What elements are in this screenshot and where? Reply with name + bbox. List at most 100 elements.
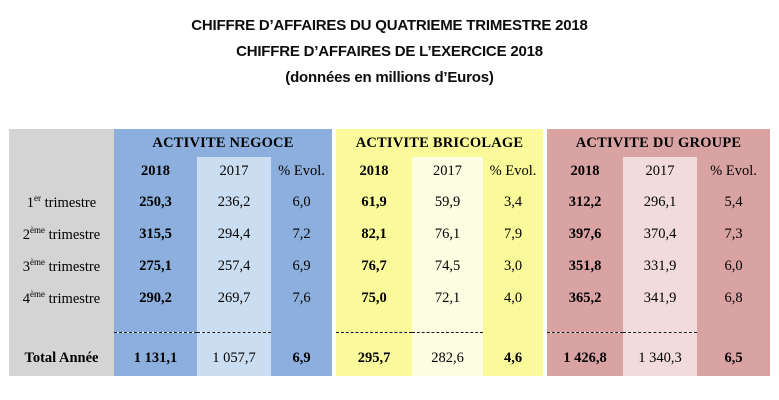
col-header-evol: % Evol. — [697, 157, 771, 186]
table-cell: 315,5 — [114, 218, 197, 250]
total-cell: 295,7 — [336, 332, 412, 376]
group-gap — [543, 250, 547, 282]
group-gap — [332, 314, 336, 332]
row-label-num: 2 — [22, 226, 31, 243]
row-label: 2ème trimestre — [9, 218, 114, 250]
table-cell: 257,4 — [197, 250, 271, 282]
table-cell: 74,5 — [412, 250, 483, 282]
table-cell: 5,4 — [697, 186, 771, 218]
table-cell: 7,9 — [483, 218, 543, 250]
table-cell: 351,8 — [547, 250, 623, 282]
table-cell: 3,0 — [483, 250, 543, 282]
col-header-2017: 2017 — [623, 157, 697, 186]
group-gap — [543, 314, 547, 332]
col-header-evol: % Evol. — [271, 157, 332, 186]
total-cell: 1 057,7 — [197, 332, 271, 376]
group-gap — [332, 218, 336, 250]
total-cell: 1 131,1 — [114, 332, 197, 376]
row-label-sup: er — [34, 192, 42, 203]
total-cell: 6,5 — [697, 332, 771, 376]
title-line-3: (données en millions d’Euros) — [285, 69, 494, 86]
table-cell: 236,2 — [197, 186, 271, 218]
total-label: Total Année — [9, 332, 114, 376]
row-label-text: trimestre — [41, 194, 97, 211]
table-cell: 6,0 — [697, 250, 771, 282]
table-cell: 4,0 — [483, 282, 543, 314]
separator-cell — [271, 314, 332, 332]
table-cell: 76,7 — [336, 250, 412, 282]
col-header-evol: % Evol. — [483, 157, 543, 186]
table-row: 4ème trimestre 290,2 269,7 7,6 75,0 72,1… — [9, 282, 771, 314]
table-cell: 290,2 — [114, 282, 197, 314]
separator-dash — [197, 314, 271, 333]
separator-dash — [412, 314, 483, 333]
col-header-2017: 2017 — [197, 157, 271, 186]
total-cell: 1 340,3 — [623, 332, 697, 376]
table-cell: 397,6 — [547, 218, 623, 250]
table-cell: 75,0 — [336, 282, 412, 314]
table-cell: 370,4 — [623, 218, 697, 250]
table-cell: 3,4 — [483, 186, 543, 218]
total-cell: 282,6 — [412, 332, 483, 376]
group-gap — [543, 282, 547, 314]
group-gap — [543, 332, 547, 376]
table-cell: 59,9 — [412, 186, 483, 218]
table-cell: 7,3 — [697, 218, 771, 250]
group-gap — [332, 332, 336, 376]
row-label: 4ème trimestre — [9, 282, 114, 314]
row-label-num: 1 — [26, 194, 35, 211]
col-header-2018: 2018 — [336, 157, 412, 186]
group-gap — [332, 129, 336, 157]
group-header-bricolage: ACTIVITE BRICOLAGE — [336, 129, 543, 157]
total-row: Total Année 1 131,1 1 057,7 6,9 295,7 28… — [9, 332, 771, 376]
row-label-text: trimestre — [45, 290, 101, 307]
table-cell: 6,0 — [271, 186, 332, 218]
table-cell: 82,1 — [336, 218, 412, 250]
row-label-sup: ème — [30, 256, 46, 267]
group-gap — [332, 282, 336, 314]
table-row: 3ème trimestre 275,1 257,4 6,9 76,7 74,5… — [9, 250, 771, 282]
group-gap — [543, 157, 547, 186]
separator-cell — [483, 314, 543, 332]
table-row: 2ème trimestre 315,5 294,4 7,2 82,1 76,1… — [9, 218, 771, 250]
total-cell: 6,9 — [271, 332, 332, 376]
title-line-2: CHIFFRE D’AFFAIRES DE L’EXERCICE 2018 — [236, 43, 543, 60]
group-gap — [332, 157, 336, 186]
row-label-sup: ème — [30, 288, 46, 299]
row-label-sup: ème — [30, 224, 46, 235]
row-label-num: 4 — [22, 290, 31, 307]
table-cell: 61,9 — [336, 186, 412, 218]
group-gap — [543, 129, 547, 157]
group-gap — [543, 218, 547, 250]
table-cell: 269,7 — [197, 282, 271, 314]
table-cell: 76,1 — [412, 218, 483, 250]
col-header-2018: 2018 — [114, 157, 197, 186]
separator-dash — [336, 314, 412, 333]
col-header-2017: 2017 — [412, 157, 483, 186]
row-label-text: trimestre — [45, 226, 101, 243]
group-header-negoce: ACTIVITE NEGOCE — [114, 129, 332, 157]
column-header-row: 2018 2017 % Evol. 2018 2017 % Evol. 2018… — [9, 157, 771, 186]
table-cell: 6,9 — [271, 250, 332, 282]
table-cell: 296,1 — [623, 186, 697, 218]
document-title: CHIFFRE D’AFFAIRES DU QUATRIEME TRIMESTR… — [0, 13, 779, 91]
separator-row — [9, 314, 771, 333]
title-line-1: CHIFFRE D’AFFAIRES DU QUATRIEME TRIMESTR… — [191, 17, 588, 34]
table-cell: 275,1 — [114, 250, 197, 282]
table-cell: 312,2 — [547, 186, 623, 218]
group-gap — [332, 250, 336, 282]
row-label-num: 3 — [22, 258, 31, 275]
table-row: 1er trimestre 250,3 236,2 6,0 61,9 59,9 … — [9, 186, 771, 218]
row-label-text: trimestre — [45, 258, 101, 275]
table-cell: 365,2 — [547, 282, 623, 314]
separator-dash — [547, 314, 623, 333]
table-cell: 6,8 — [697, 282, 771, 314]
col-header-2018: 2018 — [547, 157, 623, 186]
total-cell: 4,6 — [483, 332, 543, 376]
table-cell: 7,2 — [271, 218, 332, 250]
corner-cell — [9, 129, 114, 157]
group-gap — [332, 186, 336, 218]
table-cell: 341,9 — [623, 282, 697, 314]
group-header-row: ACTIVITE NEGOCE ACTIVITE BRICOLAGE ACTIV… — [9, 129, 771, 157]
